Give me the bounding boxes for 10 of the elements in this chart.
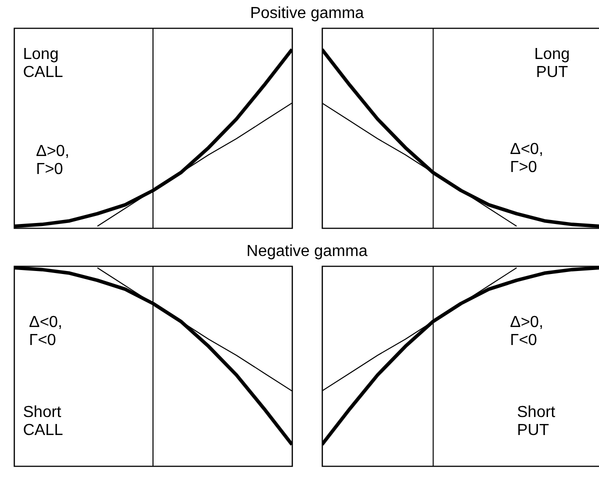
chart-title: Positive gamma (250, 4, 364, 22)
annotation: Δ<0, Γ>0 (510, 141, 544, 176)
annotation: Long CALL (23, 46, 64, 81)
annotation: Δ<0, Γ<0 (29, 314, 62, 349)
annotation: Short PUT (517, 404, 556, 439)
annotation: Long PUT (534, 46, 570, 81)
annotation: Short CALL (23, 404, 64, 439)
chart-title: Negative gamma (246, 242, 368, 260)
annotation: Δ>0, Γ>0 (36, 143, 70, 178)
annotation: Δ>0, Γ<0 (510, 314, 544, 349)
